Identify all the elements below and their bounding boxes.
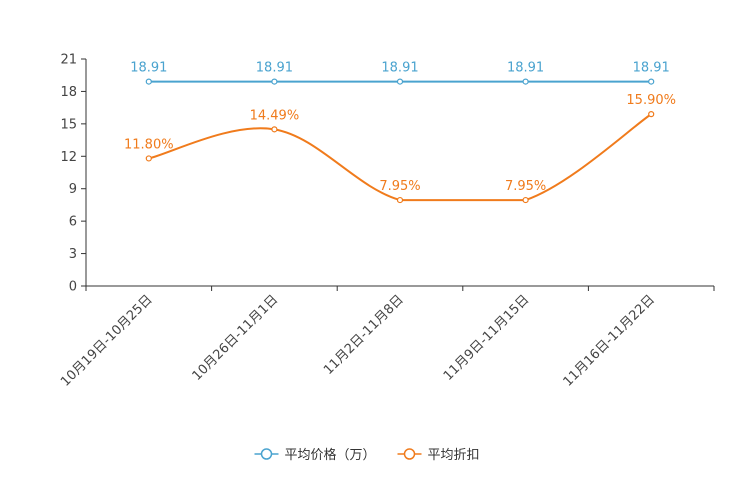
x-tick-label: 10月26日-11月1日: [190, 292, 282, 384]
legend-label: 平均折扣: [428, 448, 480, 463]
data-point: [145, 155, 152, 162]
y-tick-label: 21: [60, 53, 77, 68]
data-label: 18.91: [256, 61, 293, 76]
data-label: 11.80%: [124, 137, 174, 152]
legend-label: 平均价格（万）: [285, 447, 376, 463]
y-tick-label: 15: [60, 117, 77, 132]
data-point: [271, 78, 278, 85]
y-tick-label: 0: [69, 280, 77, 295]
y-tick-label: 18: [60, 85, 77, 100]
legend-marker-icon: [260, 448, 273, 460]
data-point: [648, 78, 655, 85]
data-label: 7.95%: [505, 179, 546, 194]
y-tick-label: 3: [69, 247, 77, 262]
data-point: [145, 78, 152, 85]
data-point: [396, 78, 404, 85]
y-tick-label: 6: [69, 215, 77, 230]
data-label: 14.49%: [250, 108, 300, 123]
y-tick-label: 12: [60, 150, 77, 165]
x-tick-label: 11月9日-11月15日: [441, 292, 533, 384]
data-label: 18.91: [633, 61, 670, 76]
x-tick-label: 11月2日-11月8日: [321, 292, 407, 378]
x-tick-label: 11月16日-11月22日: [561, 292, 658, 389]
data-point: [271, 126, 278, 133]
data-label: 7.95%: [379, 179, 420, 194]
data-point: [522, 196, 529, 204]
data-point: [522, 78, 529, 85]
y-tick-label: 9: [69, 182, 77, 197]
data-label: 15.90%: [626, 93, 676, 108]
data-point: [396, 196, 404, 204]
x-tick-label: 10月19日-10月25日: [58, 292, 155, 389]
legend-marker-icon: [403, 448, 416, 460]
data-point: [648, 111, 655, 118]
data-label: 18.91: [381, 61, 418, 76]
data-label: 18.91: [130, 61, 167, 76]
data-label: 18.91: [507, 61, 544, 76]
